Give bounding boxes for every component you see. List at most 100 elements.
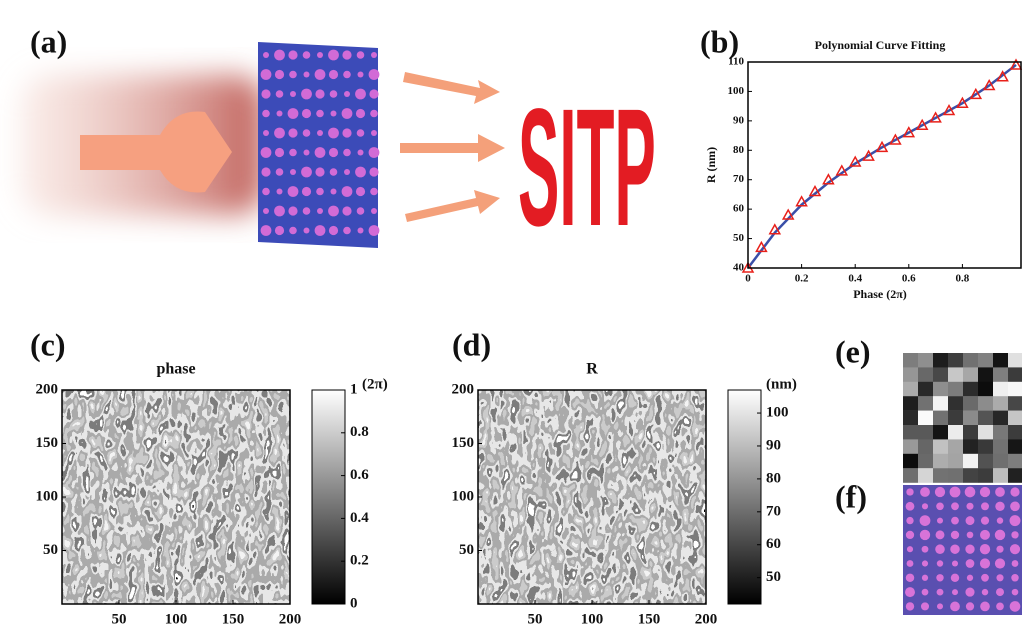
colorbar-tick-label: 70 xyxy=(766,503,781,519)
dot xyxy=(261,225,272,236)
dot xyxy=(315,147,326,158)
cell xyxy=(933,454,948,469)
dot xyxy=(921,602,929,610)
dot xyxy=(967,532,974,539)
dot xyxy=(966,503,973,510)
dot xyxy=(965,588,974,597)
cell xyxy=(1008,454,1022,469)
dot xyxy=(356,109,365,118)
colorbar-tick-label: 60 xyxy=(766,536,781,552)
dot xyxy=(274,128,285,139)
dot xyxy=(277,189,283,195)
dot xyxy=(330,168,338,176)
dot xyxy=(288,108,299,119)
dot xyxy=(1012,589,1019,596)
cell xyxy=(963,367,978,382)
dot xyxy=(288,128,297,137)
dot xyxy=(261,167,270,176)
cell xyxy=(978,396,993,411)
chart-title: R xyxy=(586,361,598,378)
illustration: SITP xyxy=(20,42,656,261)
cell xyxy=(918,353,933,368)
dot xyxy=(935,487,945,497)
dot xyxy=(315,89,324,98)
cell xyxy=(948,425,963,440)
cell xyxy=(903,468,918,483)
cell xyxy=(903,367,918,382)
image xyxy=(62,390,290,604)
dot xyxy=(1011,574,1018,581)
cell xyxy=(918,425,933,440)
cell xyxy=(1008,382,1022,397)
dot xyxy=(370,110,378,118)
dot xyxy=(303,129,311,137)
colorbar-tick-label: 0.4 xyxy=(350,510,369,526)
dot xyxy=(357,207,365,215)
cell xyxy=(918,411,933,426)
dot xyxy=(342,186,353,197)
cell xyxy=(903,396,918,411)
dot xyxy=(922,575,928,581)
cell xyxy=(933,468,948,483)
dot xyxy=(1010,515,1021,526)
dot xyxy=(981,574,989,582)
colorbar-tick-label: 50 xyxy=(766,569,781,585)
x-tick-label: 100 xyxy=(165,611,188,626)
cell xyxy=(1008,425,1022,440)
dot xyxy=(981,502,989,510)
cell xyxy=(933,382,948,397)
dot xyxy=(316,110,324,118)
dot xyxy=(982,589,988,595)
dot xyxy=(301,89,312,100)
dot xyxy=(950,602,960,612)
cell xyxy=(918,439,933,454)
dot xyxy=(329,148,338,157)
dot xyxy=(304,72,310,78)
dot xyxy=(275,226,284,235)
cell xyxy=(918,468,933,483)
out-arrow xyxy=(400,134,505,162)
fit-line xyxy=(748,65,1016,268)
cell xyxy=(1008,468,1022,483)
colorbar-label: (nm) xyxy=(766,376,797,392)
cell xyxy=(978,353,993,368)
dot xyxy=(997,517,1003,523)
dot xyxy=(952,589,958,595)
dot xyxy=(937,589,944,596)
colorbar-tick-label: 1 xyxy=(350,381,358,397)
dot xyxy=(358,72,364,78)
dot xyxy=(906,531,914,539)
cell xyxy=(918,454,933,469)
dot xyxy=(906,488,913,495)
colorbar-tick-label: 90 xyxy=(766,437,781,453)
dot xyxy=(951,531,959,539)
dot xyxy=(951,502,959,510)
dot xyxy=(937,603,943,609)
dot xyxy=(966,559,975,568)
chart-title: Polynomial Curve Fitting xyxy=(815,38,946,52)
cell xyxy=(903,353,918,368)
figure: SITP (a)(b)(c)(d)(e)(f)Polynomial Curve … xyxy=(0,0,1022,626)
cell xyxy=(993,425,1008,440)
y-tick-label: 90 xyxy=(733,114,745,126)
dot xyxy=(355,167,366,178)
dot xyxy=(357,129,365,137)
dot xyxy=(905,587,915,597)
dot xyxy=(1010,501,1020,511)
dot xyxy=(907,560,914,567)
dot xyxy=(274,50,285,61)
dot xyxy=(922,503,928,509)
dot xyxy=(995,558,1005,568)
dot xyxy=(330,90,338,98)
y-tick-label: 100 xyxy=(452,488,475,504)
dot xyxy=(951,517,959,525)
dot xyxy=(304,228,310,234)
cell xyxy=(918,396,933,411)
cell xyxy=(963,411,978,426)
dot xyxy=(936,530,945,539)
colorbar xyxy=(312,390,345,604)
cell xyxy=(933,411,948,426)
dot xyxy=(357,51,365,59)
dot xyxy=(920,530,930,540)
y-tick-label: 50 xyxy=(459,542,474,558)
